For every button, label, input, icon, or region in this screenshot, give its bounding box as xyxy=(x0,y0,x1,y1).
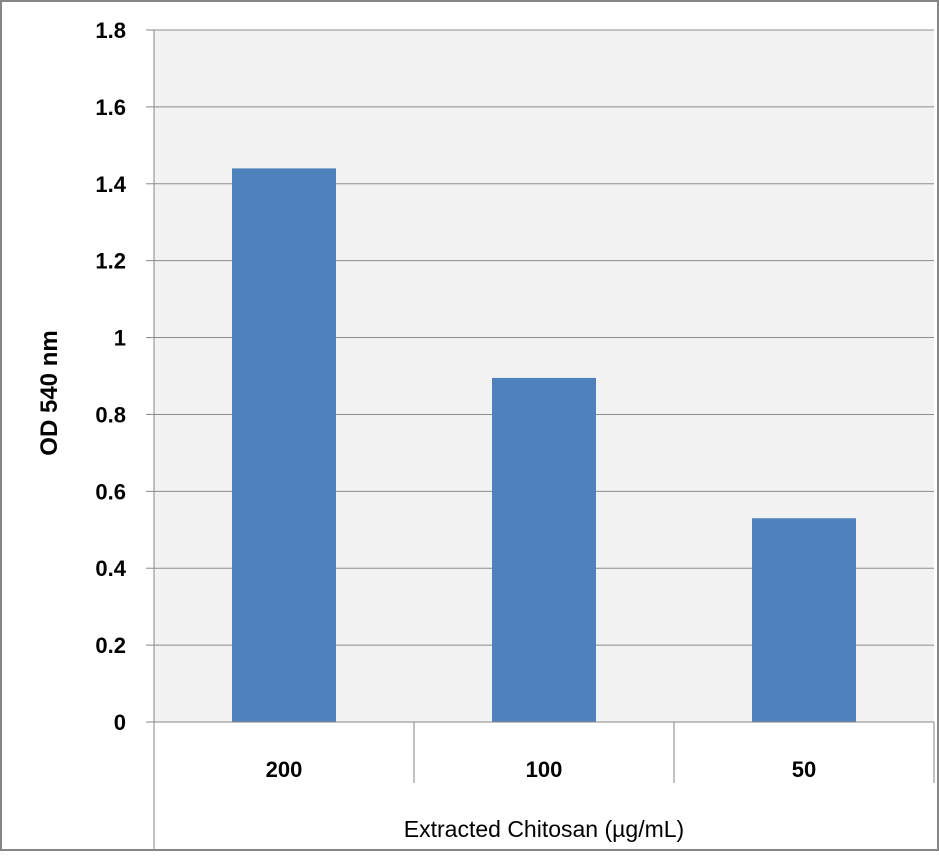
y-tick-label: 0.8 xyxy=(95,402,126,427)
bar-200 xyxy=(232,168,336,722)
y-tick-label: 1.8 xyxy=(95,18,126,43)
y-tick-label: 0.4 xyxy=(95,556,126,581)
y-tick-label: 0 xyxy=(114,710,126,735)
x-tick-label: 100 xyxy=(526,757,563,782)
y-tick-labels: 0 0.2 0.4 0.6 0.8 1 1.2 1.4 1.6 1.8 xyxy=(95,18,126,735)
y-tick-label: 0.6 xyxy=(95,479,126,504)
bar-50 xyxy=(752,518,856,722)
y-axis-title: OD 540 nm xyxy=(36,330,63,455)
x-tick-label: 200 xyxy=(266,757,303,782)
bars xyxy=(232,168,856,722)
x-tick-labels: 200 100 50 xyxy=(266,757,817,782)
y-tick-label: 1.2 xyxy=(95,249,126,274)
y-tick-label: 0.2 xyxy=(95,633,126,658)
y-tick-label: 1.4 xyxy=(95,172,126,197)
axes xyxy=(153,30,935,851)
bar-100 xyxy=(492,377,596,722)
x-tick-label: 50 xyxy=(792,757,816,782)
x-axis-title: Extracted Chitosan (µg/mL) xyxy=(404,816,684,842)
y-tick-label: 1 xyxy=(114,326,126,351)
y-tick-label: 1.6 xyxy=(95,95,126,120)
